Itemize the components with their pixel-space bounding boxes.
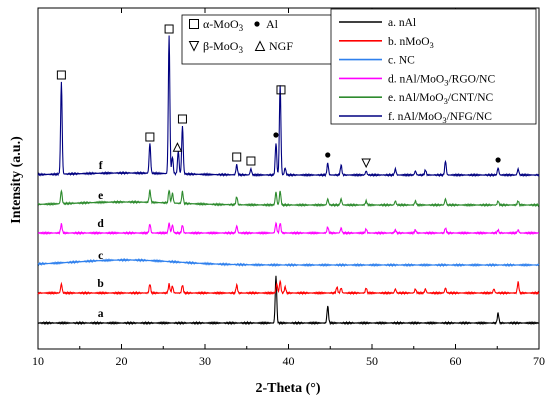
curve-label-c: c xyxy=(98,250,103,262)
y-axis-title: Intensity (a.u.) xyxy=(9,136,24,224)
series-legend-box xyxy=(330,8,537,125)
series-line-d xyxy=(37,221,540,236)
peak-marker-triangle-down-10 xyxy=(361,158,371,169)
phase-legend-triangle-down-icon xyxy=(188,41,200,52)
phase-legend-label-2: β-MoO3 xyxy=(203,39,243,55)
peak-marker-square-1 xyxy=(145,132,155,142)
series-line-b xyxy=(37,279,540,296)
series-line-f xyxy=(37,35,540,178)
peak-marker-square-5 xyxy=(232,152,242,162)
curves-group xyxy=(37,35,540,326)
legend-label-f: f. nAl/MoO3/NFG/NC xyxy=(388,111,492,125)
series-line-c xyxy=(37,257,540,268)
phase-legend-triangle-up-icon xyxy=(254,40,266,51)
x-axis-title: 2-Theta (°) xyxy=(255,381,320,396)
x-tick-label-40: 40 xyxy=(283,354,295,368)
peak-marker-square-3 xyxy=(177,114,187,124)
x-tick-label-20: 20 xyxy=(116,354,128,368)
peak-marker-dot-11 xyxy=(495,157,501,163)
x-tick-label-60: 60 xyxy=(450,354,462,368)
peak-marker-dot-7 xyxy=(273,132,279,138)
phase-legend-square-icon xyxy=(189,19,199,29)
peak-marker-square-8 xyxy=(276,85,286,95)
legend-label-a: a. nAl xyxy=(388,17,416,29)
peak-marker-dot-9 xyxy=(325,152,331,158)
peak-marker-triangle-up-4 xyxy=(172,142,183,152)
legend-label-d: d. nAl/MoO3/RGO/NC xyxy=(388,73,495,87)
phase-legend: α-MoO3 Al β-MoO3 NGF xyxy=(181,14,333,65)
legend-label-e: e. nAl/MoO3/CNT/NC xyxy=(388,92,494,106)
curve-label-a: a xyxy=(98,308,104,320)
phase-legend-dot-icon xyxy=(254,21,260,27)
peak-markers-group xyxy=(56,24,501,169)
series-legend: a. nAl b. nMoO3 c. NC d. nAl/MoO3/RGO/NC e. … xyxy=(330,8,537,125)
peak-marker-square-0 xyxy=(56,70,66,80)
peak-marker-square-6 xyxy=(246,156,256,166)
x-tick-label-30: 30 xyxy=(199,354,211,368)
series-line-e xyxy=(37,189,540,208)
legend-label-c: c. NC xyxy=(388,55,415,67)
x-tick-label-50: 50 xyxy=(366,354,378,368)
peak-marker-square-2 xyxy=(164,24,174,34)
legend-label-b: b. nMoO3 xyxy=(388,36,434,50)
phase-legend-label-0: α-MoO3 xyxy=(203,17,244,33)
curve-label-e: e xyxy=(98,190,103,202)
x-tick-label-10: 10 xyxy=(32,354,44,368)
curve-label-b: b xyxy=(97,278,103,290)
curve-label-f: f xyxy=(99,160,103,172)
curve-labels-group: a b c d e f xyxy=(97,160,104,320)
x-axis: 10 20 30 40 50 60 70 xyxy=(32,8,545,368)
x-tick-label-70: 70 xyxy=(533,354,545,368)
curve-label-d: d xyxy=(97,218,104,230)
phase-legend-label-3: NGF xyxy=(269,39,293,53)
phase-legend-label-1: Al xyxy=(266,17,279,31)
series-line-a xyxy=(37,275,540,326)
